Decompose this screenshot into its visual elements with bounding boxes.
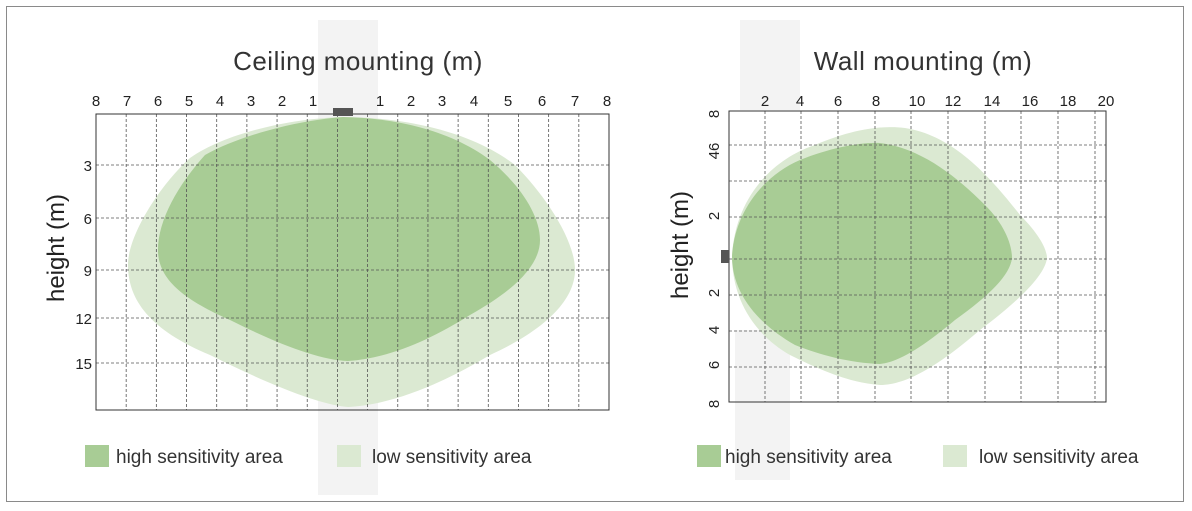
wall-title: Wall mounting (m) [814,46,1032,76]
y-tick-label: 2 [706,289,723,297]
legend-high-swatch [85,445,109,467]
wall-high-sensitivity-area [732,142,1012,364]
legend-low-label: low sensitivity area [979,447,1139,468]
ceiling-title: Ceiling mounting (m) [233,46,483,76]
x-tick-label: 14 [984,93,1001,110]
x-tick-label: 8 [603,93,611,110]
x-tick-label: 18 [1060,93,1077,110]
ceiling-y-ticks: 3 6 9 12 15 [75,158,92,373]
ceiling-y-axis-label: height (m) [43,194,70,302]
legend-high-swatch [697,445,721,467]
legend-high-label: high sensitivity area [116,447,283,468]
y-tick-label: 3 [84,158,92,175]
wall-sensor-icon [721,250,729,263]
x-tick-label: 5 [504,93,512,110]
x-tick-label: 1 [376,93,384,110]
x-tick-label: 4 [470,93,478,110]
x-tick-label: 2 [407,93,415,110]
wall-panel: Wall mounting (m) 2 4 6 8 10 12 14 16 18 20 84622… [667,46,1114,408]
ceiling-legend: high sensitivity area low sensitivity ar… [85,445,532,468]
ceiling-sensor-icon [333,108,353,116]
x-tick-label: 10 [909,93,926,110]
y-tick-label: 46 [706,143,723,160]
legend-low-label: low sensitivity area [372,447,532,468]
legend-low-swatch [943,445,967,467]
wall-y-axis-label: height (m) [667,191,694,299]
legend-high-label: high sensitivity area [725,447,892,468]
x-tick-label: 2 [761,93,769,110]
x-tick-label: 8 [92,93,100,110]
x-tick-label: 4 [216,93,224,110]
y-tick-label: 9 [84,263,92,280]
y-tick-label: 2 [706,212,723,220]
y-tick-label: 6 [84,211,92,228]
x-tick-label: 7 [123,93,131,110]
legend-low-swatch [337,445,361,467]
ceiling-x-ticks: 8 7 6 5 4 3 2 1 1 2 3 4 5 6 7 8 [92,93,611,110]
x-tick-label: 20 [1098,93,1115,110]
x-tick-label: 2 [278,93,286,110]
x-tick-label: 7 [571,93,579,110]
y-tick-label: 8 [706,400,723,408]
x-tick-label: 6 [834,93,842,110]
y-tick-label: 6 [706,361,723,369]
x-tick-label: 6 [154,93,162,110]
y-tick-label: 15 [75,356,92,373]
x-tick-label: 6 [538,93,546,110]
x-tick-label: 8 [872,93,880,110]
x-tick-label: 3 [247,93,255,110]
x-tick-label: 12 [945,93,962,110]
y-tick-label: 4 [706,326,723,334]
x-tick-label: 16 [1022,93,1039,110]
x-tick-label: 1 [309,93,317,110]
x-tick-label: 5 [185,93,193,110]
wall-legend: high sensitivity area low sensitivity ar… [697,445,1139,468]
wall-x-ticks: 2 4 6 8 10 12 14 16 18 20 [761,93,1115,110]
ceiling-high-sensitivity-area [158,117,540,361]
y-tick-label: 12 [75,311,92,328]
y-tick-label: 8 [706,110,723,118]
x-tick-label: 3 [438,93,446,110]
ceiling-grid [96,114,609,410]
x-tick-label: 4 [796,93,804,110]
wall-grid [729,111,1106,402]
